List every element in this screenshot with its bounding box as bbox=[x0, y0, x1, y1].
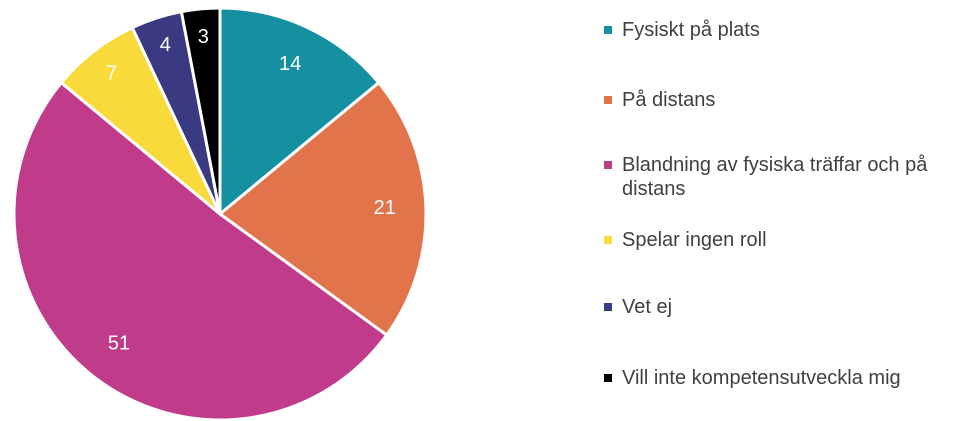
legend-item: Spelar ingen roll bbox=[604, 228, 954, 252]
pie-slice bbox=[217, 80, 428, 338]
pie-slice bbox=[179, 6, 222, 215]
pie-slice bbox=[218, 6, 381, 218]
legend-label: Vet ej bbox=[622, 296, 673, 318]
data-label: 14 bbox=[279, 53, 301, 75]
data-label: 51 bbox=[108, 332, 130, 354]
legend-item: På distans bbox=[604, 88, 954, 112]
legend-swatch bbox=[604, 26, 612, 34]
legend-item: Vet ej bbox=[604, 295, 954, 319]
data-label: 3 bbox=[198, 26, 209, 48]
chart: 14 21 51 7 4 3 bbox=[12, 6, 428, 421]
legend-label: Fysiskt på plats bbox=[622, 19, 760, 41]
data-label: 7 bbox=[106, 62, 117, 84]
legend-swatch bbox=[604, 374, 612, 382]
legend-swatch bbox=[604, 236, 612, 244]
legend-label: Spelar ingen roll bbox=[622, 229, 767, 251]
legend-item: Vill inte kompetensutveckla mig bbox=[604, 366, 954, 390]
legend-label: Vill inte kompetensutveckla mig bbox=[622, 367, 901, 389]
pie-slice bbox=[12, 80, 389, 421]
data-label: 4 bbox=[160, 34, 171, 56]
legend-label: Blandning av fysiska träffar och på dist… bbox=[622, 154, 928, 200]
legend-label: På distans bbox=[622, 89, 716, 111]
legend-swatch bbox=[604, 161, 612, 169]
legend-item: Blandning av fysiska träffar och på dist… bbox=[604, 153, 954, 201]
data-label: 21 bbox=[374, 197, 396, 219]
legend-swatch bbox=[604, 96, 612, 104]
legend-item: Fysiskt på plats bbox=[604, 18, 954, 42]
legend-swatch bbox=[604, 303, 612, 311]
